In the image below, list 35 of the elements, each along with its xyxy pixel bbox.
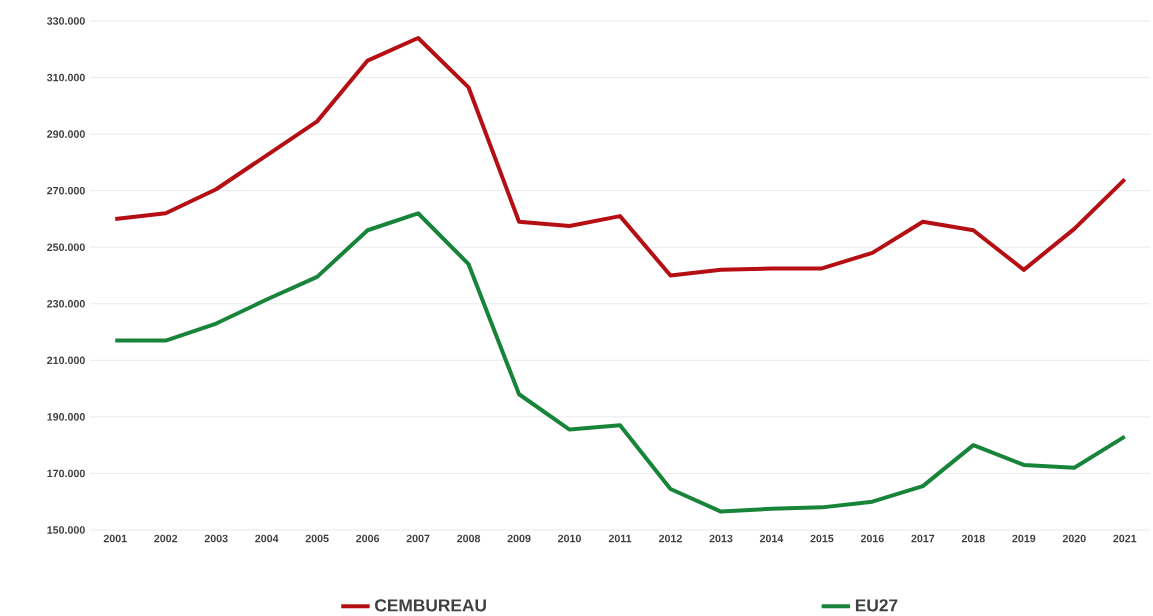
line-series: [113, 35, 1127, 278]
x-tick-label: 2011: [608, 534, 632, 543]
x-tick-label: 2007: [406, 534, 430, 543]
x-tick-label: 2009: [507, 534, 531, 543]
x-tick-label: 2004: [255, 534, 279, 543]
line-series: [113, 211, 1127, 514]
x-tick-label: 2001: [103, 534, 127, 543]
x-tick-label: 2010: [558, 534, 581, 543]
legend-label: EU27: [855, 599, 898, 612]
x-tick-label: 2018: [961, 534, 985, 543]
y-tick-label: 330.000: [46, 17, 85, 25]
y-tick-label: 150.000: [47, 526, 85, 534]
x-tick-label: 2017: [911, 534, 935, 543]
x-tick-label: 2005: [305, 534, 329, 543]
y-tick-label: 250.000: [47, 243, 85, 251]
x-tick-label: 2013: [709, 534, 733, 543]
x-tick-label: 2016: [860, 534, 884, 543]
x-tick-label: 2020: [1062, 534, 1086, 543]
y-tick-label: 190.000: [47, 413, 85, 421]
y-tick-label: 230.000: [47, 299, 85, 308]
y-tick-label: 270.000: [47, 186, 85, 195]
x-tick-label: 2015: [810, 534, 834, 543]
x-tick-label: 2003: [204, 534, 228, 543]
legend-label: CEMBUREAU: [375, 599, 486, 612]
y-tick-label: 290.000: [47, 130, 85, 138]
x-tick-label: 2019: [1012, 534, 1036, 543]
x-tick-label: 2002: [154, 534, 178, 543]
x-tick-label: 2021: [1113, 534, 1137, 543]
y-tick-label: 170.000: [47, 469, 85, 478]
x-tick-label: 2012: [658, 534, 682, 543]
y-tick-label: 210.000: [47, 356, 85, 365]
x-tick-label: 2006: [356, 534, 380, 543]
x-tick-label: 2014: [759, 534, 784, 543]
y-tick-label: 310.000: [46, 73, 85, 82]
x-tick-label: 2008: [457, 534, 481, 543]
